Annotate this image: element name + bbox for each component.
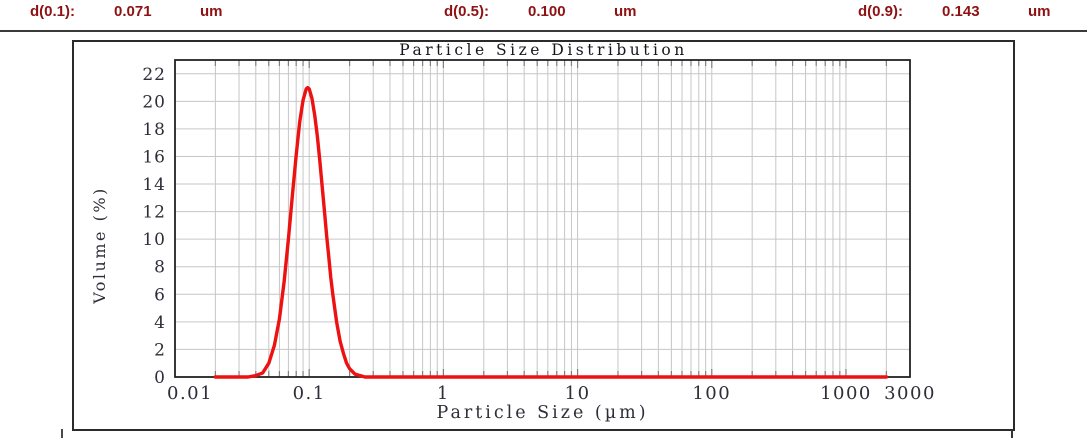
d10-value: 0.071	[114, 3, 152, 20]
d10-label: d(0.1):	[30, 3, 75, 20]
x-tick-label: 1000	[820, 383, 872, 404]
d90-unit: um	[1028, 3, 1051, 20]
x-tick-label: 3000	[884, 383, 936, 404]
d50-unit: um	[614, 3, 637, 20]
d90-label: d(0.9):	[858, 3, 903, 20]
distribution-curve	[213, 85, 889, 379]
d50-value: 0.100	[528, 3, 566, 20]
x-tick-label: 0.1	[293, 383, 326, 404]
y-tick-label: 2	[154, 340, 166, 360]
d10-stat: d(0.1): 0.071 um	[30, 3, 223, 20]
y-tick-label: 4	[154, 313, 166, 333]
y-tick-label: 20	[142, 92, 166, 112]
y-tick-label: 10	[142, 230, 166, 250]
x-tick-label: 1	[437, 383, 450, 404]
y-tick-label: 16	[142, 147, 166, 167]
x-tick-label: 100	[692, 383, 731, 404]
y-tick-label: 6	[154, 285, 166, 305]
header-divider	[0, 30, 1087, 32]
plot-border	[174, 59, 911, 378]
x-tick-label: 10	[565, 383, 591, 404]
d90-stat: d(0.9): 0.143 um	[858, 3, 1051, 20]
y-tick-label: 22	[142, 65, 166, 85]
y-tick-label: 8	[154, 258, 166, 278]
d10-unit: um	[200, 3, 223, 20]
x-tick-label: 0.01	[167, 383, 213, 404]
y-tick-label: 0	[154, 368, 166, 388]
next-section-stub-right	[1011, 430, 1013, 438]
d90-value: 0.143	[942, 3, 980, 20]
y-tick-label: 14	[142, 175, 166, 195]
d50-stat: d(0.5): 0.100 um	[444, 3, 637, 20]
y-tick-label: 12	[142, 203, 166, 223]
chart-title: Particle Size Distribution	[399, 41, 688, 59]
next-section-stub-left	[61, 429, 63, 438]
y-tick-label: 18	[142, 120, 166, 140]
d50-label: d(0.5):	[444, 3, 489, 20]
percentile-stats-row: d(0.1): 0.071 um d(0.5): 0.100 um d(0.9): 0.1…	[0, 3, 1087, 29]
chart-frame	[72, 40, 1015, 431]
x-axis-title: Particle Size (µm)	[436, 403, 649, 423]
